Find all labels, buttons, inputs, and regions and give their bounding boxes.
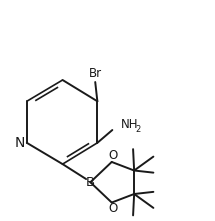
Text: 2: 2: [135, 125, 140, 134]
Text: NH: NH: [121, 118, 138, 131]
Text: O: O: [108, 149, 117, 162]
Text: O: O: [108, 202, 117, 215]
Text: N: N: [14, 136, 25, 150]
Text: Br: Br: [89, 67, 102, 80]
Text: B: B: [86, 176, 95, 189]
